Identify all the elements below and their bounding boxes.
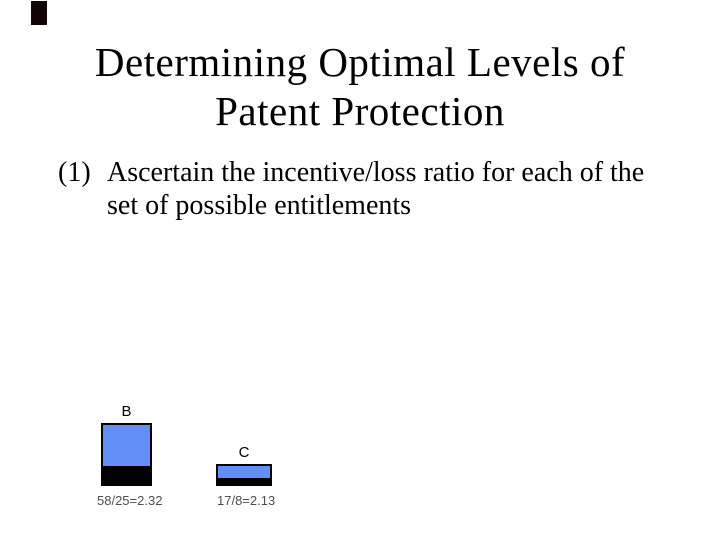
bullet-item-1: (1) Ascertain the incentive/loss ratio f… [58, 156, 644, 222]
incentive-loss-bar-chart: B 58/25=2.32 C 17/8=2.13 [0, 395, 720, 540]
bar-category-label-B: B [121, 403, 132, 420]
bar-C [216, 464, 272, 486]
bar-B-ratio-label: 58/25=2.32 [97, 493, 163, 508]
bullet-marker: (1) [58, 157, 91, 188]
bar-B-incentive-segment [103, 425, 150, 466]
bar-B [101, 423, 152, 486]
title-line-2: Patent Protection [215, 88, 505, 134]
bar-C-incentive-segment [218, 466, 270, 478]
bar-category-label-C: C [238, 444, 250, 461]
title-line-1: Determining Optimal Levels of [94, 39, 626, 85]
bullet-text-line-2: set of possible entitlements [107, 190, 412, 221]
bar-C-ratio-label: 17/8=2.13 [217, 493, 276, 508]
corner-artifact-box [31, 1, 47, 25]
slide-title: Determining Optimal Levels of Patent Pro… [0, 38, 720, 136]
bar-C-loss-segment [218, 478, 270, 484]
bar-B-loss-segment [103, 466, 150, 484]
bullet-text-line-1: Ascertain the incentive/loss ratio for e… [107, 157, 645, 188]
bullet-text: Ascertain the incentive/loss ratio for e… [107, 156, 644, 222]
